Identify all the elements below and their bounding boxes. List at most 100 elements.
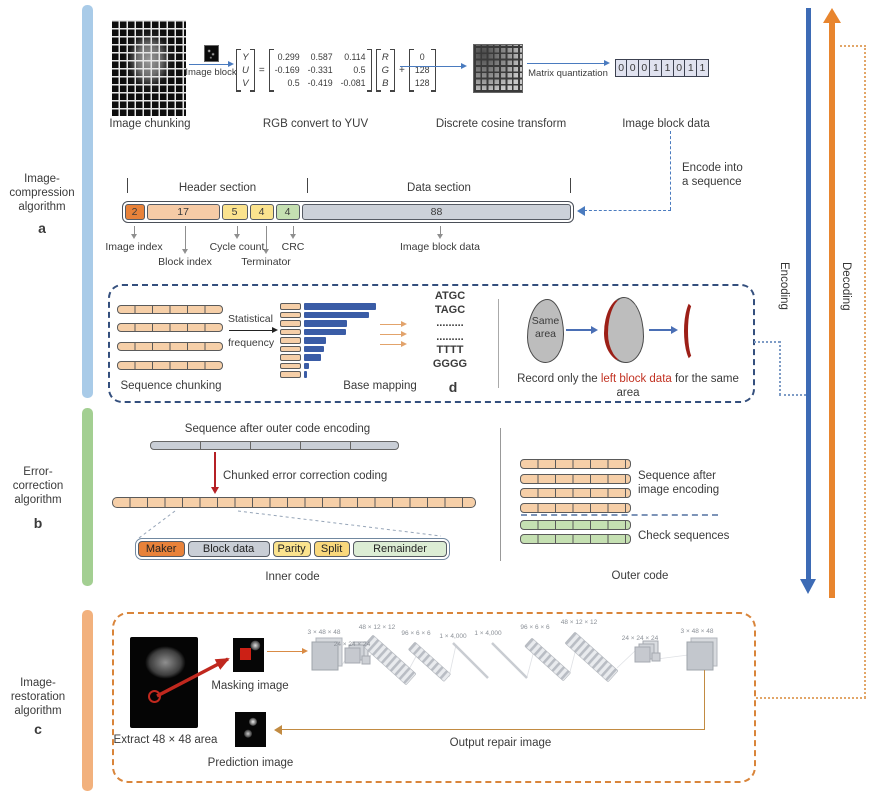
rail-bar-compression: [82, 5, 93, 398]
bit-sequence: 0 0 0 1 1 0 1 1: [614, 59, 709, 77]
image-chunking-thumbnail: [112, 20, 186, 116]
packet-bar: 2 17 5 4 4 88: [122, 201, 574, 223]
histogram-row: [280, 337, 376, 344]
offset-vector: 0 128 128: [408, 48, 436, 92]
encode-path-horizontal: [584, 210, 671, 211]
base-code-list: ATGC TAGC ......... ......... TTTT GGGG: [420, 290, 480, 371]
inner-encoded-bar: [112, 497, 476, 508]
equals-sign: =: [258, 64, 265, 76]
nn-layer-label: 48 × 12 × 12: [358, 624, 396, 631]
encode-path-vertical: [670, 131, 671, 210]
inner-segment-parity: Parity: [272, 540, 311, 558]
rail-label-line: Image-: [24, 173, 60, 185]
deconv-layer-band: [524, 638, 571, 681]
mask-square: [240, 648, 251, 660]
matrix-quantization-label: Matrix quantization: [528, 68, 608, 79]
yuv-vector: Y U V: [236, 48, 255, 92]
inner-code-label: Inner code: [265, 571, 320, 583]
packet-callout-arrow: [130, 226, 138, 239]
sequence-bar: [117, 305, 223, 314]
matrix-quantization-arrow: [527, 60, 610, 66]
yuv-equation: Y U V = 0.299 0.587 0.114 -0.169 -0.331 0.5 …: [236, 42, 436, 98]
source-scan-image: [130, 637, 198, 728]
packet-data-label: Image block data: [400, 241, 480, 253]
base-code: .........: [436, 317, 464, 329]
base-mapping-box: [108, 284, 755, 403]
prediction-image-label: Prediction image: [207, 757, 294, 769]
packet-segment-data: 88: [301, 203, 572, 221]
bit-cell: 0: [672, 59, 686, 77]
same-area-text: Same: [531, 315, 560, 327]
nn-layer-label: 48 × 12 × 12: [560, 619, 598, 626]
extract-region-circle: [148, 690, 161, 703]
extract-area-label: Extract 48 × 48 area: [113, 734, 218, 746]
decoding-arrow-line: [829, 22, 835, 598]
encoded-sequence-bar: [520, 459, 631, 469]
input-cube: [311, 641, 339, 671]
crescent-shape: [684, 299, 704, 363]
rail-label-line: Error-: [23, 466, 53, 478]
rail-label-line: algorithm: [14, 705, 62, 717]
nn-layer-label: 24 × 24 × 24: [333, 641, 371, 648]
histogram-row: [280, 303, 376, 310]
packet-callout-arrow: [233, 226, 241, 239]
packet-segment-image-index: 2: [124, 203, 145, 221]
output-cube: [686, 641, 714, 671]
packet-callout-arrow: [436, 226, 444, 239]
outer-code-label: Outer code: [611, 570, 669, 582]
histogram-row: [280, 354, 376, 361]
decoding-label: Decoding: [840, 262, 852, 311]
inner-segment-maker: Maker: [137, 540, 185, 558]
same-area-blob: Same area: [527, 299, 564, 363]
left-edge-arrow: [649, 326, 678, 334]
inner-segment-block-data: Block data: [187, 540, 270, 558]
cnn-network-diagram: [311, 632, 718, 685]
rail-bar-correction: [82, 408, 93, 586]
same-area-text: area: [534, 328, 556, 340]
base-code: GGGG: [432, 357, 468, 370]
encoded-sequence-bar: [520, 503, 631, 513]
frequency-histogram: [280, 303, 376, 380]
extract-arrow: [156, 657, 230, 698]
sequence-after-image-encoding-label: Sequence after image encoding: [638, 470, 720, 496]
chunked-coding-label: Chunked error correction coding: [223, 470, 388, 482]
encoded-sequence-bar: [520, 488, 631, 498]
block-index-label: Block index: [158, 256, 212, 268]
nn-layer-label: 96 × 6 × 6: [401, 630, 431, 637]
base-mapping-label: Base mapping: [343, 380, 417, 392]
rail-bar-restoration: [82, 610, 93, 791]
left-edge-blob: [604, 297, 644, 363]
base-code: .........: [436, 330, 464, 343]
packet-callout-arrow: [262, 226, 270, 254]
sequence-bar: [117, 323, 223, 332]
inner-segment-split: Split: [313, 540, 350, 558]
check-sequence-bar: [520, 520, 631, 530]
histogram-row: [280, 328, 376, 336]
check-sequences-label: Check sequences: [638, 530, 730, 542]
output-return-horizontal: [281, 729, 705, 730]
crc-label: CRC: [281, 241, 305, 253]
decode-path-bottom: [756, 697, 866, 699]
same-area-arrow: [566, 326, 598, 334]
record-highlight: left block data: [600, 373, 672, 385]
statistical-label: Statistical: [228, 313, 273, 325]
cycle-count-label: Cycle count: [209, 241, 265, 253]
image-block-label: Image block: [185, 67, 237, 78]
encoding-arrow-line: [806, 8, 811, 580]
outer-sequence-label: Sequence after outer code encoding: [184, 423, 371, 435]
packet-segment-terminator: 4: [249, 203, 274, 221]
frequency-label: frequency: [228, 337, 275, 349]
encoding-arrowhead: [800, 579, 816, 594]
rail-label-line: Image-: [20, 677, 56, 689]
encoding-label: Encoding: [778, 262, 790, 310]
d-connector-h1: [754, 341, 780, 343]
header-tick-middle: [307, 178, 309, 193]
encode-into-sequence-label: Encode into a sequence: [682, 162, 743, 188]
nn-layer-label: 24 × 24 × 24: [621, 635, 659, 642]
histogram-row: [280, 320, 376, 327]
inner-segment-remainder: Remainder: [352, 540, 448, 558]
histogram-row: [280, 311, 376, 319]
output-return-vertical: [704, 670, 705, 730]
terminator-label: Terminator: [241, 256, 291, 268]
histogram-row: [280, 345, 376, 353]
